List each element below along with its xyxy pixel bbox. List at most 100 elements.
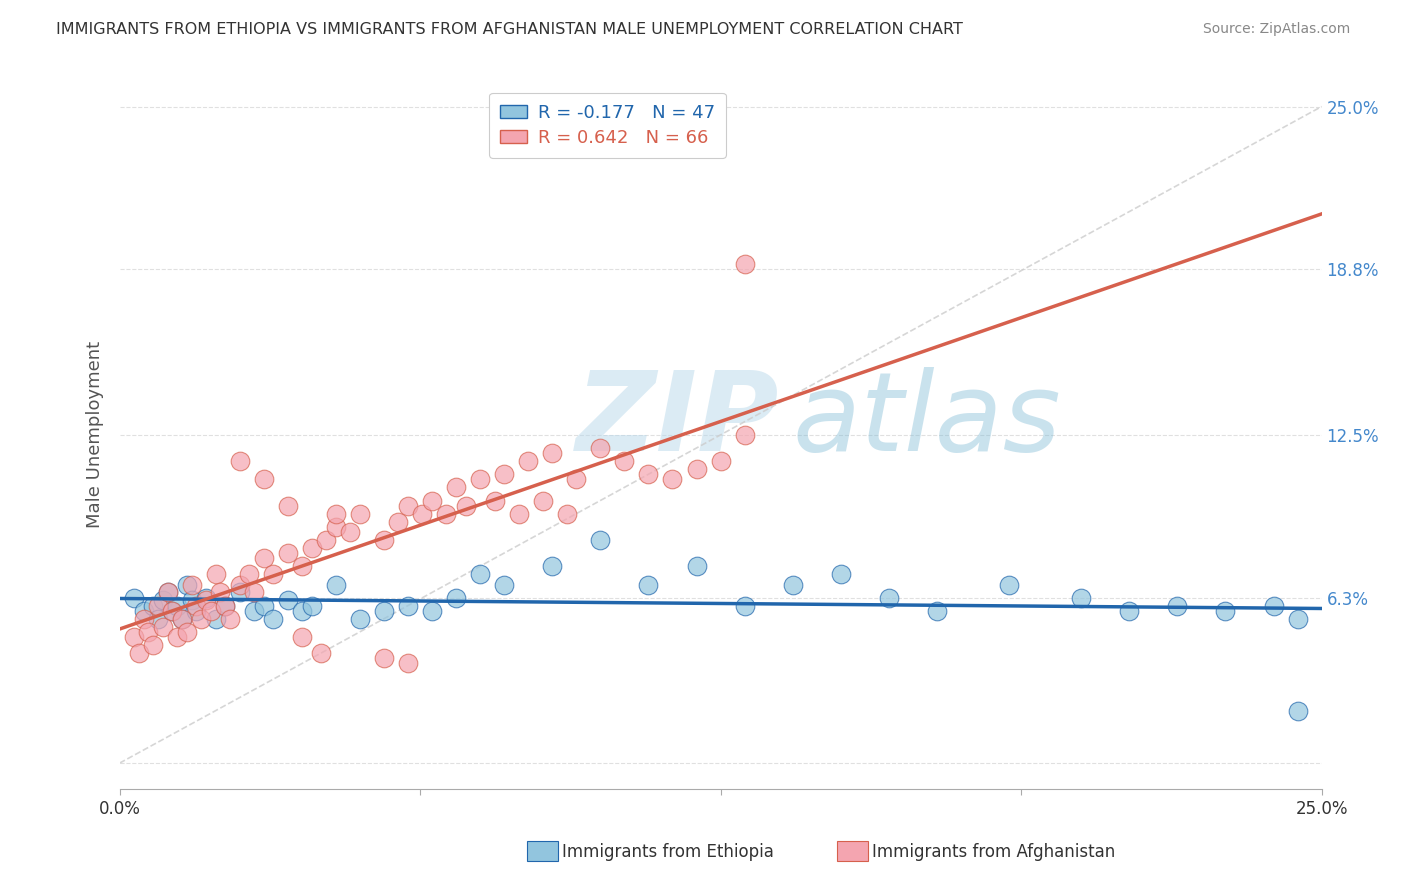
- Point: [444, 591, 467, 605]
- Point: [219, 612, 242, 626]
- Point: [877, 591, 900, 605]
- Text: Immigrants from Afghanistan: Immigrants from Afghanistan: [872, 843, 1115, 861]
- Point: [170, 612, 193, 626]
- Point: [132, 604, 155, 618]
- Point: [494, 577, 516, 591]
- Text: Source: ZipAtlas.com: Source: ZipAtlas.com: [1202, 22, 1350, 37]
- Point: [180, 577, 202, 591]
- Point: [228, 454, 252, 468]
- Point: [200, 604, 222, 618]
- Point: [444, 480, 467, 494]
- Point: [190, 612, 212, 626]
- Point: [709, 454, 731, 468]
- Point: [541, 559, 564, 574]
- Point: [373, 651, 395, 665]
- Point: [685, 559, 707, 574]
- Point: [166, 630, 188, 644]
- Point: [176, 577, 198, 591]
- Point: [613, 454, 636, 468]
- Point: [277, 593, 299, 607]
- Point: [277, 499, 299, 513]
- Point: [301, 599, 323, 613]
- Point: [468, 567, 492, 582]
- Point: [1286, 612, 1309, 626]
- Point: [484, 493, 506, 508]
- Point: [454, 499, 477, 513]
- Point: [138, 624, 160, 639]
- Point: [170, 612, 193, 626]
- Point: [555, 507, 578, 521]
- Point: [204, 612, 226, 626]
- Point: [1166, 599, 1188, 613]
- Point: [349, 507, 371, 521]
- Point: [508, 507, 530, 521]
- Point: [373, 604, 395, 618]
- Point: [142, 599, 165, 613]
- Point: [214, 599, 236, 613]
- Point: [166, 599, 188, 613]
- Point: [325, 520, 347, 534]
- Point: [122, 591, 145, 605]
- Point: [396, 499, 419, 513]
- Point: [637, 577, 659, 591]
- Point: [325, 577, 347, 591]
- Point: [396, 657, 419, 671]
- Point: [411, 507, 433, 521]
- Point: [228, 585, 252, 599]
- Point: [1215, 604, 1237, 618]
- Point: [142, 638, 165, 652]
- Point: [339, 524, 361, 539]
- Legend: R = -0.177   N = 47, R = 0.642   N = 66: R = -0.177 N = 47, R = 0.642 N = 66: [489, 93, 725, 158]
- Point: [243, 585, 266, 599]
- Point: [782, 577, 804, 591]
- Point: [565, 473, 588, 487]
- Point: [195, 593, 218, 607]
- Point: [146, 612, 169, 626]
- Point: [436, 507, 458, 521]
- Point: [925, 604, 948, 618]
- Point: [734, 428, 756, 442]
- Point: [156, 585, 179, 599]
- Point: [128, 646, 150, 660]
- Text: Immigrants from Ethiopia: Immigrants from Ethiopia: [562, 843, 775, 861]
- Point: [420, 604, 443, 618]
- Point: [291, 604, 314, 618]
- Point: [277, 546, 299, 560]
- Point: [315, 533, 337, 547]
- Point: [531, 493, 554, 508]
- Point: [661, 473, 683, 487]
- Point: [209, 585, 232, 599]
- Point: [262, 567, 284, 582]
- Point: [468, 473, 492, 487]
- Point: [228, 577, 252, 591]
- Point: [517, 454, 540, 468]
- Point: [262, 612, 284, 626]
- Point: [494, 467, 516, 482]
- Point: [830, 567, 852, 582]
- Point: [637, 467, 659, 482]
- Point: [387, 515, 409, 529]
- Point: [243, 604, 266, 618]
- Point: [589, 441, 612, 455]
- Point: [176, 624, 198, 639]
- Point: [253, 473, 276, 487]
- Point: [1070, 591, 1092, 605]
- Point: [152, 593, 174, 607]
- Point: [253, 551, 276, 566]
- Point: [204, 567, 226, 582]
- Point: [998, 577, 1021, 591]
- Point: [146, 599, 169, 613]
- Text: ZIP: ZIP: [576, 368, 780, 475]
- Point: [162, 604, 184, 618]
- Point: [301, 541, 323, 555]
- Point: [253, 599, 276, 613]
- Point: [214, 599, 236, 613]
- Point: [152, 619, 174, 633]
- Point: [132, 612, 155, 626]
- Point: [186, 604, 208, 618]
- Point: [291, 630, 314, 644]
- Point: [734, 257, 756, 271]
- Point: [349, 612, 371, 626]
- Text: atlas: atlas: [793, 368, 1062, 475]
- Point: [373, 533, 395, 547]
